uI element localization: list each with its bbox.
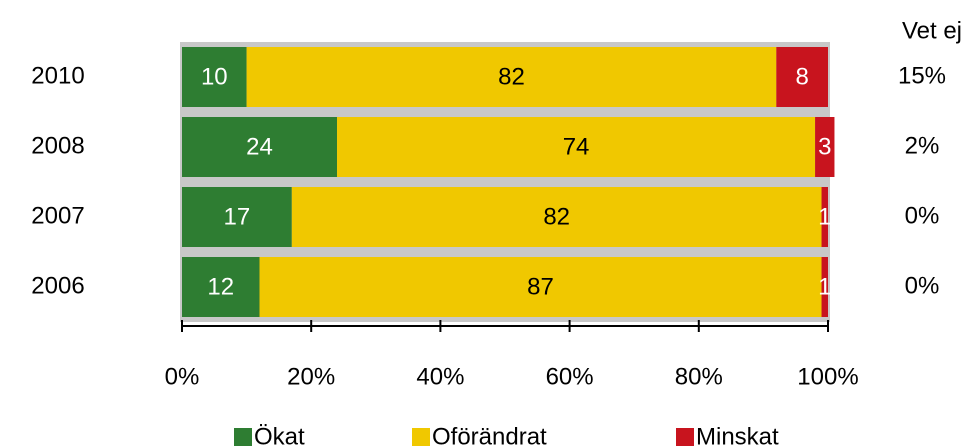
x-tick-label: 80% [675, 363, 723, 390]
data-label: 12 [207, 273, 234, 300]
bar-segment [259, 257, 822, 317]
data-label: 10 [201, 63, 228, 90]
data-label: 87 [527, 273, 554, 300]
legend-swatch [412, 428, 430, 446]
x-tick-label: 0% [165, 363, 200, 390]
side-column-label: 2% [905, 132, 940, 159]
legend-swatch [676, 428, 694, 446]
data-label: 82 [543, 203, 570, 230]
y-tick-label: 2010 [31, 62, 84, 89]
bar-segment [337, 117, 816, 177]
bar-segment [821, 257, 828, 317]
side-column-label: 0% [905, 272, 940, 299]
legend-swatch [234, 428, 252, 446]
legend-label: Ökat [254, 423, 305, 448]
data-label: 24 [246, 133, 273, 160]
bar-segment [182, 257, 260, 317]
bar-segment [182, 47, 247, 107]
data-label: 74 [563, 133, 590, 160]
bar-segment [182, 187, 292, 247]
side-column-title: Vet ej [902, 17, 962, 44]
data-label: 17 [224, 203, 251, 230]
bar-segment [776, 47, 828, 107]
bar-segment [182, 117, 338, 177]
data-label: 8 [795, 63, 808, 90]
bar-segment [821, 187, 828, 247]
x-tick-label: 100% [797, 363, 858, 390]
data-label: 82 [498, 63, 525, 90]
data-label: 1 [818, 203, 831, 230]
y-tick-label: 2006 [31, 272, 84, 299]
side-column-label: 15% [898, 62, 946, 89]
bar-segment [291, 187, 822, 247]
side-column-label: 0% [905, 202, 940, 229]
x-tick-label: 60% [546, 363, 594, 390]
legend-label: Minskat [696, 423, 779, 448]
data-label: 1 [818, 273, 831, 300]
bar-segment [815, 117, 835, 177]
legend-label: Oförändrat [432, 423, 547, 448]
data-label: 3 [818, 133, 831, 160]
y-tick-label: 2007 [31, 202, 84, 229]
x-tick-label: 20% [287, 363, 335, 390]
y-tick-label: 2008 [31, 132, 84, 159]
bar-segment [246, 47, 777, 107]
x-tick-label: 40% [416, 363, 464, 390]
